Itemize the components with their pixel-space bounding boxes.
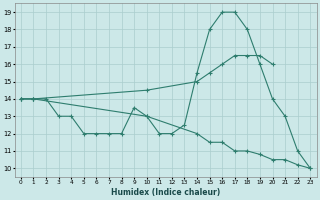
- X-axis label: Humidex (Indice chaleur): Humidex (Indice chaleur): [111, 188, 220, 197]
